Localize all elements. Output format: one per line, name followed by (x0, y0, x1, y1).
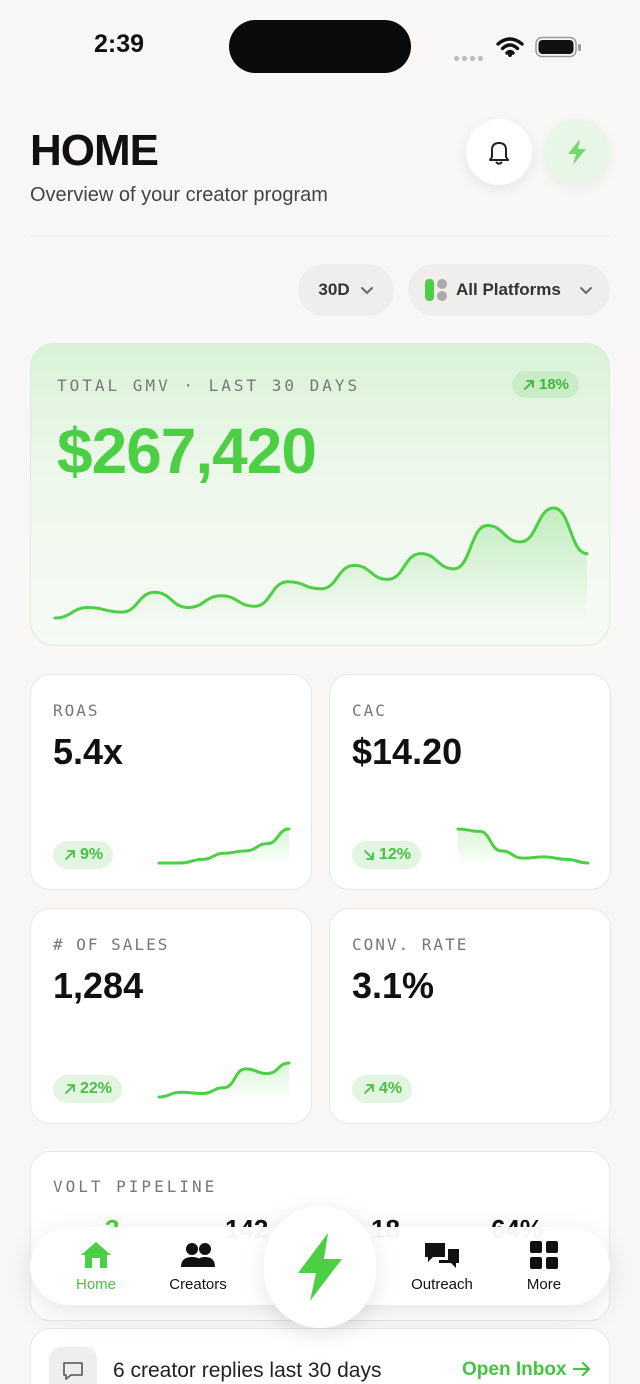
metric-value: 5.4x (53, 731, 124, 772)
sparkline-area (458, 829, 588, 867)
sparkline-area (159, 829, 289, 867)
gmv-value: $267,420 (57, 415, 317, 487)
sparkline-line (157, 827, 291, 865)
cac-sparkline (456, 827, 590, 867)
arrow-up-right-icon (364, 1084, 374, 1094)
platform-filter-label: All Platforms (456, 280, 561, 299)
tab-label: Home (75, 1275, 116, 1293)
metric-change-value: 22% (80, 1080, 113, 1097)
sparkline-line (157, 1061, 291, 1099)
gmv-label: TOTAL GMV · LAST 30 DAYS (57, 376, 361, 395)
arrow-right-icon (572, 1361, 590, 1377)
metric-change-badge: 9% (53, 841, 114, 869)
metric-value: 3.1% (352, 965, 435, 1006)
metric-change-badge: 4% (352, 1075, 413, 1103)
sparkline-area (159, 1063, 289, 1101)
metric-change-value: 12% (379, 846, 412, 863)
metric-change-badge: 22% (53, 1075, 123, 1103)
gmv-change-badge: 18% (512, 371, 580, 398)
tab-more[interactable]: More (494, 1227, 594, 1305)
platform-filter[interactable]: All Platforms (408, 264, 610, 316)
metric-value: 1,284 (53, 965, 144, 1006)
open-inbox-link[interactable]: Open Inbox (462, 1359, 592, 1381)
wifi-icon (496, 37, 524, 57)
metric-card-cac[interactable]: CAC $14.20 12% (329, 674, 611, 890)
metric-value: $14.20 (352, 731, 463, 772)
metric-change-value: 4% (379, 1080, 403, 1097)
header-divider (30, 235, 610, 236)
metric-card-roas[interactable]: ROAS 5.4x 9% (30, 674, 312, 890)
metric-label: CONV. RATE (352, 935, 469, 954)
lightning-bolt-icon (298, 1233, 342, 1301)
inbox-card[interactable]: 6 creator replies last 30 days Open Inbo… (30, 1328, 610, 1384)
metric-change-badge: 12% (352, 841, 422, 869)
metric-label: # OF SALES (53, 935, 170, 954)
gmv-trend-area (55, 508, 587, 622)
tab-label: Outreach (411, 1275, 473, 1293)
lightning-bolt-icon (568, 139, 586, 165)
home-icon (81, 1241, 111, 1268)
chat-bubble-icon (49, 1347, 97, 1384)
metric-card-conversion[interactable]: CONV. RATE 3.1% 4% (329, 908, 611, 1124)
period-filter[interactable]: 30D (298, 264, 394, 316)
inbox-summary: 6 creator replies last 30 days (113, 1359, 382, 1382)
outreach-icon (425, 1242, 459, 1268)
metric-label: CAC (352, 701, 387, 720)
page-title: HOME (30, 126, 159, 175)
status-time: 2:39 (94, 30, 145, 58)
grid-icon (530, 1240, 558, 1269)
sparkline-line (456, 827, 590, 865)
metric-card-sales[interactable]: # OF SALES 1,284 22% (30, 908, 312, 1124)
total-gmv-card[interactable]: TOTAL GMV · LAST 30 DAYS 18% $267,420 (30, 343, 610, 646)
metric-label: ROAS (53, 701, 100, 720)
creators-icon (181, 1242, 215, 1267)
arrow-up-right-icon (65, 1084, 75, 1094)
volt-action-button[interactable] (264, 1206, 376, 1328)
chevron-down-icon (360, 287, 373, 295)
roas-sparkline (157, 827, 291, 867)
sales-sparkline (157, 1061, 291, 1101)
notifications-button[interactable] (466, 119, 532, 185)
tab-outreach[interactable]: Outreach (392, 1227, 492, 1305)
dynamic-island (229, 20, 411, 73)
platforms-toggle-icon (425, 279, 447, 301)
gmv-change-value: 18% (539, 376, 570, 393)
battery-icon (535, 36, 581, 58)
volt-button[interactable] (544, 119, 610, 185)
bell-icon (489, 142, 509, 165)
gmv-trend-line (53, 506, 589, 620)
tab-creators[interactable]: Creators (148, 1227, 248, 1305)
tab-home[interactable]: Home (46, 1227, 146, 1305)
open-inbox-label: Open Inbox (462, 1359, 567, 1380)
period-filter-label: 30D (318, 280, 350, 299)
arrow-down-right-icon (364, 850, 374, 860)
chevron-down-icon (579, 287, 592, 295)
tab-label: Creators (169, 1275, 227, 1293)
arrow-up-right-icon (65, 850, 75, 860)
metric-change-value: 9% (80, 846, 104, 863)
tab-label: More (526, 1275, 562, 1293)
pipeline-label: VOLT PIPELINE (53, 1177, 218, 1196)
signal-icon (454, 48, 486, 61)
page-subtitle: Overview of your creator program (30, 184, 328, 206)
arrow-up-right-icon (524, 379, 534, 390)
gmv-trend-chart (53, 506, 589, 622)
